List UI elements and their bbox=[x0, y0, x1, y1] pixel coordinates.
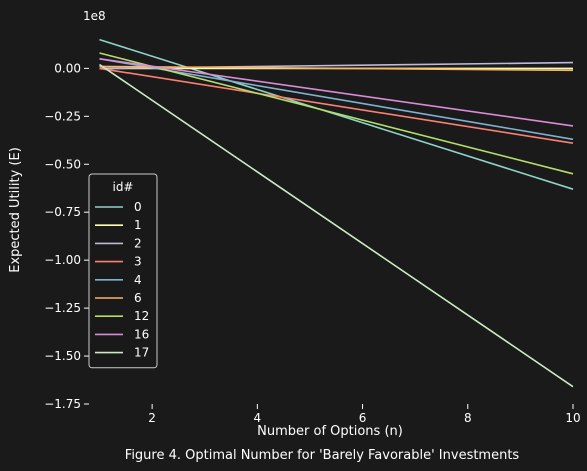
y-tick-label: −0.75 bbox=[44, 205, 81, 219]
x-tick-label: 10 bbox=[565, 411, 580, 425]
legend-label-4: 4 bbox=[134, 273, 142, 287]
figure-caption: Figure 4. Optimal Number for 'Barely Fav… bbox=[125, 448, 520, 463]
legend-label-3: 3 bbox=[134, 255, 142, 269]
x-tick-label: 8 bbox=[464, 411, 472, 425]
series-line-4 bbox=[99, 58, 574, 141]
legend-label-2: 2 bbox=[134, 236, 142, 250]
x-axis: 2 4 6 8 10 bbox=[148, 404, 581, 425]
x-tick-label: 6 bbox=[359, 411, 367, 425]
series-line-17 bbox=[99, 63, 574, 388]
y-offset-label: 1e8 bbox=[83, 9, 106, 23]
y-tick-label: −1.50 bbox=[44, 349, 81, 363]
plot-area bbox=[99, 38, 574, 388]
legend-label-6: 6 bbox=[134, 291, 142, 305]
x-tick-label: 4 bbox=[254, 411, 262, 425]
series-line-16 bbox=[99, 58, 574, 127]
y-tick-label: −1.00 bbox=[44, 253, 81, 267]
legend-label-17: 17 bbox=[134, 346, 149, 360]
legend-title: id# bbox=[112, 180, 133, 194]
y-tick-label: −1.75 bbox=[44, 397, 81, 411]
y-tick-label: −0.25 bbox=[44, 109, 81, 123]
legend-label-1: 1 bbox=[134, 218, 142, 232]
y-tick-label: −0.50 bbox=[44, 157, 81, 171]
y-axis: 0.00 −0.25 −0.50 −0.75 −1.00 −1.25 −1.50 −1.75 bbox=[44, 61, 89, 411]
series-line-6 bbox=[99, 65, 574, 72]
legend-label-12: 12 bbox=[134, 309, 149, 323]
legend-box bbox=[88, 173, 158, 369]
series-line-12 bbox=[99, 52, 574, 175]
series-line-3 bbox=[99, 67, 574, 144]
legend-label-0: 0 bbox=[134, 200, 142, 214]
x-tick-label: 2 bbox=[148, 411, 156, 425]
legend-label-16: 16 bbox=[134, 327, 149, 341]
x-axis-label: Number of Options (n) bbox=[257, 424, 403, 439]
y-tick-label: 0.00 bbox=[54, 61, 81, 75]
series-line-0 bbox=[99, 38, 574, 190]
y-axis-label: Expected Utility (E) bbox=[8, 147, 23, 273]
y-tick-label: −1.25 bbox=[44, 301, 81, 315]
